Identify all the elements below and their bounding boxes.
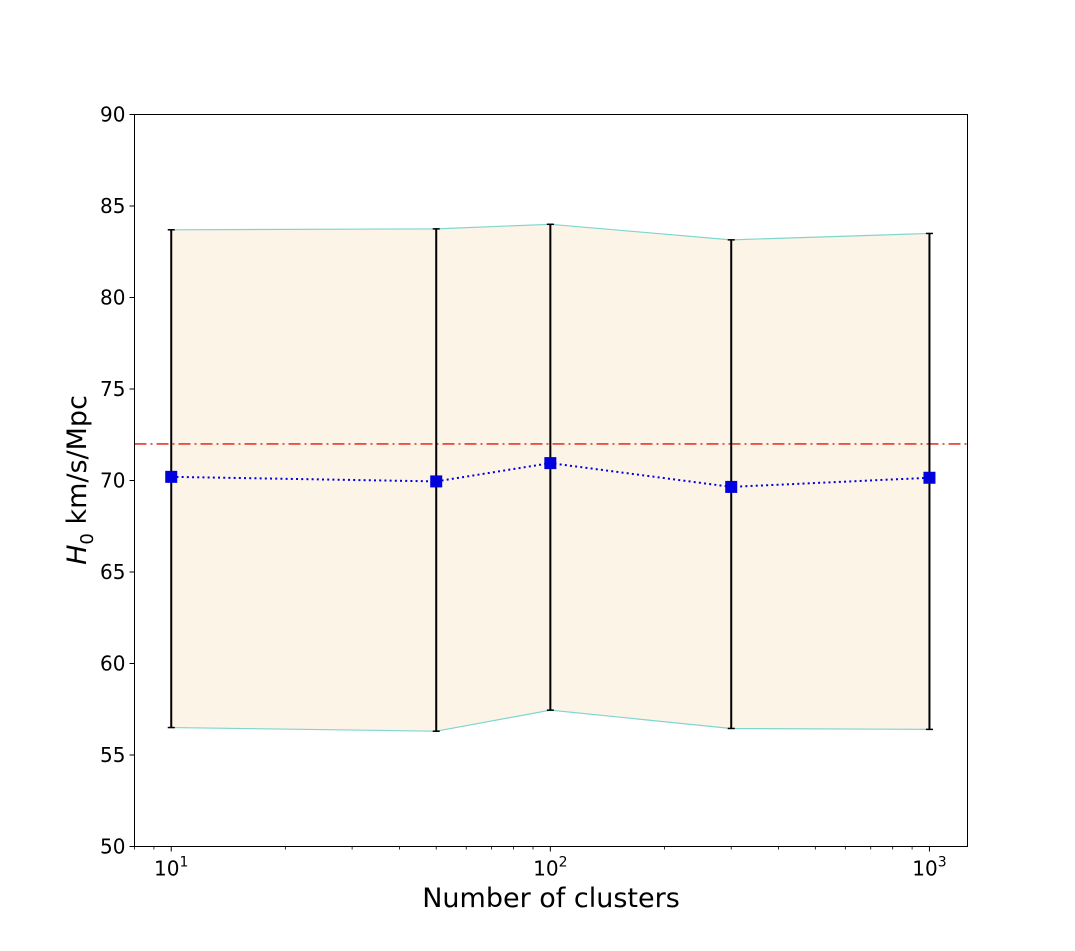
y-axis-label-units: km/s/Mpc [62,395,93,533]
y-tick-label: 55 [100,743,125,767]
x-tick-label: 102 [533,855,567,881]
x-axis-label: Number of clusters [422,883,680,914]
y-axis-label-subscript: 0 [77,533,98,544]
y-tick-label: 90 [100,103,125,127]
y-tick-label: 50 [100,835,125,859]
data-point [544,457,557,470]
data-point [725,480,738,493]
y-axis-label-symbol: H [62,545,93,565]
y-axis: 50 55 60 65 70 75 80 85 90 [100,103,135,859]
x-tick-label: 103 [912,855,946,881]
y-tick-label: 85 [100,194,125,218]
x-tick-label: 101 [154,855,188,881]
y-tick-label: 65 [100,560,125,584]
y-tick-label: 80 [100,286,125,310]
y-tick-label: 70 [100,469,125,493]
data-point [923,471,936,484]
data-point [165,470,178,483]
y-tick-label: 60 [100,652,125,676]
y-tick-label: 75 [100,377,125,401]
y-axis-label: H0 km/s/Mpc [62,395,98,565]
data-point [430,475,443,488]
series-layer [165,457,936,493]
x-axis: 101 102 103 [134,846,947,881]
